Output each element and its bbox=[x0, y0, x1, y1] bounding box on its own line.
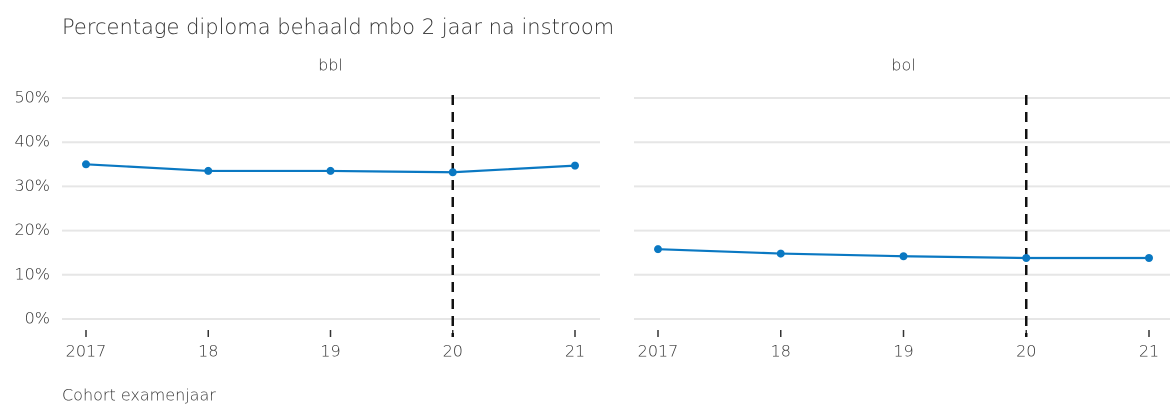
x-tick-label: 21 bbox=[565, 342, 585, 361]
y-tick-label: 10% bbox=[14, 264, 50, 283]
x-tick-label: 19 bbox=[320, 342, 340, 361]
facet-title: bbl bbox=[318, 56, 343, 75]
data-point bbox=[82, 160, 90, 169]
data-point bbox=[204, 166, 213, 175]
x-tick-label: 20 bbox=[1016, 342, 1036, 361]
data-point bbox=[899, 252, 908, 261]
data-point bbox=[654, 245, 662, 254]
data-point bbox=[326, 166, 335, 175]
data-point bbox=[571, 161, 579, 170]
x-axis-label: Cohort examenjaar bbox=[62, 386, 216, 405]
x-tick-label: 20 bbox=[443, 342, 463, 361]
y-tick-label: 30% bbox=[14, 176, 50, 195]
x-tick-label: 2017 bbox=[66, 342, 107, 361]
data-point bbox=[776, 249, 785, 258]
chart-title: Percentage diploma behaald mbo 2 jaar na… bbox=[62, 15, 614, 39]
y-tick-label: 50% bbox=[14, 88, 50, 107]
facet-title: bol bbox=[891, 56, 915, 75]
data-point bbox=[448, 168, 457, 177]
y-tick-label: 20% bbox=[14, 220, 50, 239]
data-point bbox=[1145, 254, 1153, 263]
x-tick-label: 18 bbox=[198, 342, 218, 361]
x-tick-label: 19 bbox=[893, 342, 913, 361]
data-point bbox=[1022, 254, 1031, 263]
x-tick-label: 21 bbox=[1139, 342, 1159, 361]
x-tick-label: 18 bbox=[771, 342, 791, 361]
y-tick-label: 40% bbox=[14, 132, 50, 151]
y-tick-label: 0% bbox=[25, 309, 50, 328]
x-tick-label: 2017 bbox=[638, 342, 679, 361]
